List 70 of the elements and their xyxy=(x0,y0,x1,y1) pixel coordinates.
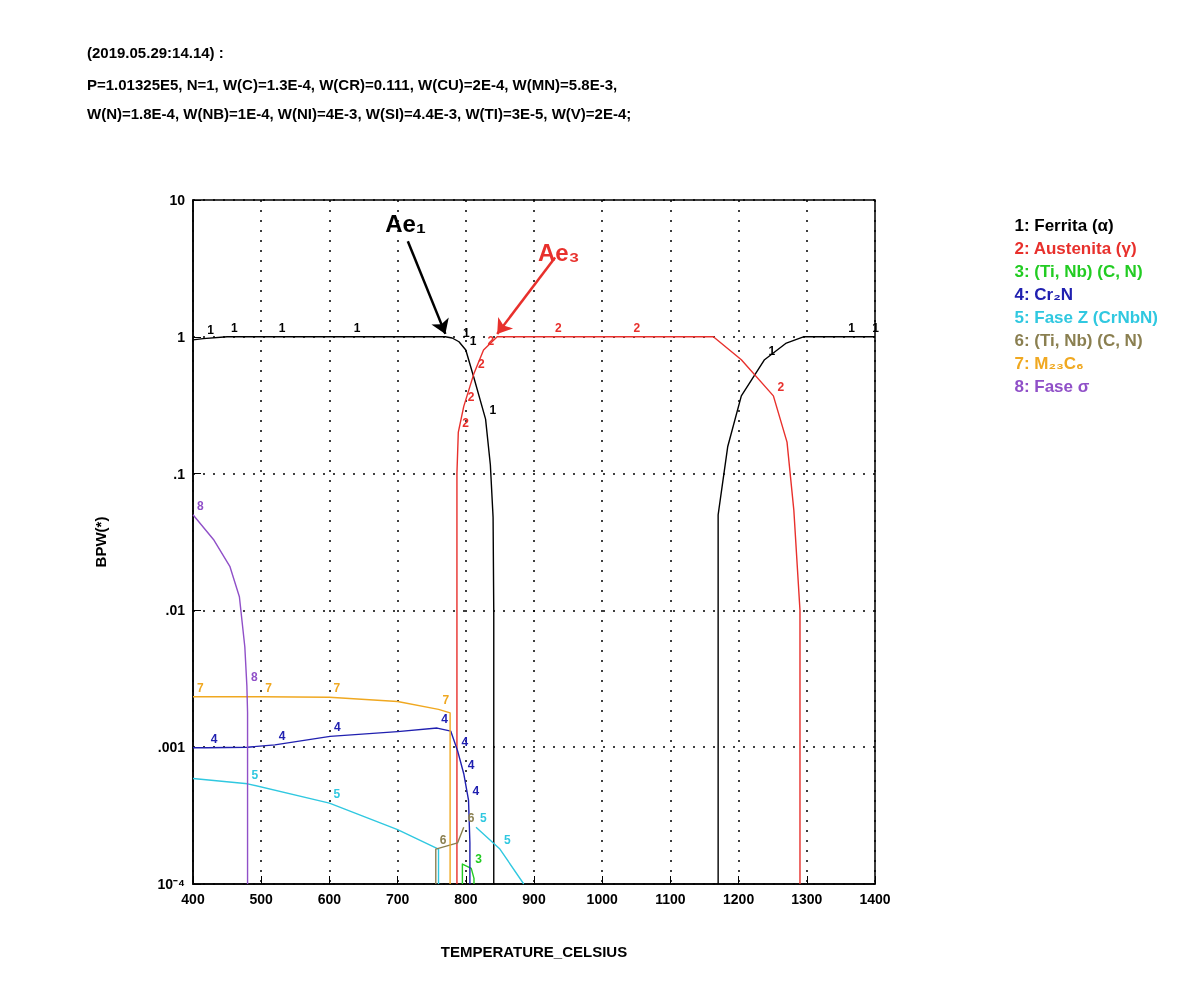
annotation: 2 xyxy=(633,320,641,335)
annotation: 2 xyxy=(467,390,475,405)
annotation: 1 xyxy=(768,343,776,358)
x-tick-label: 500 xyxy=(249,891,274,907)
x-tick-label: 1000 xyxy=(586,891,618,907)
annotation: 7 xyxy=(442,693,450,708)
annotation: 8 xyxy=(197,498,204,513)
y-tick-label: .01 xyxy=(165,602,186,619)
y-tick-label: 1 xyxy=(177,328,186,345)
annotation: 5 xyxy=(503,833,511,848)
x-tick-label: 1300 xyxy=(791,891,823,907)
annotation: 1 xyxy=(278,320,286,335)
x-tick-label: 900 xyxy=(522,891,546,907)
annotation: Ae₁ xyxy=(385,210,426,238)
annotation: 4 xyxy=(210,731,218,746)
annotation: 2 xyxy=(477,357,485,372)
annotation: 6 xyxy=(439,833,447,848)
x-axis-title: TEMPERATURE_CELSIUS xyxy=(440,943,628,960)
annotation: 4 xyxy=(278,728,286,743)
y-tick-label: 10 xyxy=(169,192,186,208)
annotation: 8 xyxy=(250,670,258,685)
text: 6: (Ti, Nb) (C, N) xyxy=(1014,331,1143,350)
x-tick-label: 1200 xyxy=(723,891,755,907)
x-tick-label: 800 xyxy=(454,891,478,907)
annotation: Ae₃ xyxy=(537,239,580,267)
annotation: 2 xyxy=(462,416,470,431)
annotation: 1 xyxy=(207,322,215,337)
text: 3: (Ti, Nb) (C, N) xyxy=(1014,262,1143,281)
line-series xyxy=(435,826,465,885)
text: 8: Fase σ xyxy=(1014,377,1090,396)
annotation: 7 xyxy=(333,681,341,696)
chart-subtitle: P=1.01325E5, N=1, W(C)=1.3E-4, W(CR)=0.111, W(CU)=2E-4, W(MN)=5.8E-3, W(N)=1.8E-4, W(NB)=1E-4, W(NI)=4E-3, W(SI)=4.4E-3, W(TI)=3E-5, W(V)=2E-4; xyxy=(87,76,632,122)
y-tick-label: 10⁻⁴ xyxy=(157,876,186,892)
annotation: 1 xyxy=(462,325,470,340)
annotation: 1 xyxy=(231,320,239,335)
annotation: 2 xyxy=(777,379,785,394)
line-series xyxy=(192,514,249,885)
y-tick-label: .1 xyxy=(173,465,186,482)
chart-title: (2019.05.29:14.14) : xyxy=(87,44,224,61)
annotation: 5 xyxy=(333,787,341,802)
annotation: 4 xyxy=(441,712,449,727)
x-tick-label: 700 xyxy=(385,891,410,907)
annotation: 4 xyxy=(334,720,342,735)
annotation: 4 xyxy=(472,784,480,799)
annotation: 7 xyxy=(265,680,273,695)
x-tick-label: 1400 xyxy=(859,891,891,907)
line-series xyxy=(456,336,801,885)
annotation: 7 xyxy=(197,680,204,695)
x-tick-label: 400 xyxy=(181,891,205,907)
y-tick-label: .001 xyxy=(157,739,186,756)
annotation: 3 xyxy=(475,852,483,867)
annotation: 1 xyxy=(469,334,477,349)
annotation: 1 xyxy=(848,320,856,335)
annotation: 4 xyxy=(461,734,469,749)
annotation: 4 xyxy=(467,757,475,772)
x-tick-label: 600 xyxy=(317,891,342,907)
text: 1: Ferrita (α) xyxy=(1014,216,1114,235)
line-series xyxy=(461,863,475,885)
text: 7: M₂₃C₆ xyxy=(1014,354,1084,373)
annotation: 5 xyxy=(251,767,259,782)
text: 5: Fase Z (CrNbN) xyxy=(1014,308,1159,327)
text: 2: Austenita (γ) xyxy=(1014,239,1137,258)
x-tick-label: 1100 xyxy=(655,891,686,907)
annotation: 1 xyxy=(353,320,361,335)
line-series xyxy=(192,695,451,885)
annotation: 5 xyxy=(480,811,488,826)
annotation: 1 xyxy=(489,403,497,418)
y-axis-title: BPW(*) xyxy=(92,516,109,568)
text: 4: Cr₂N xyxy=(1014,285,1073,304)
annotation: 2 xyxy=(555,320,563,335)
